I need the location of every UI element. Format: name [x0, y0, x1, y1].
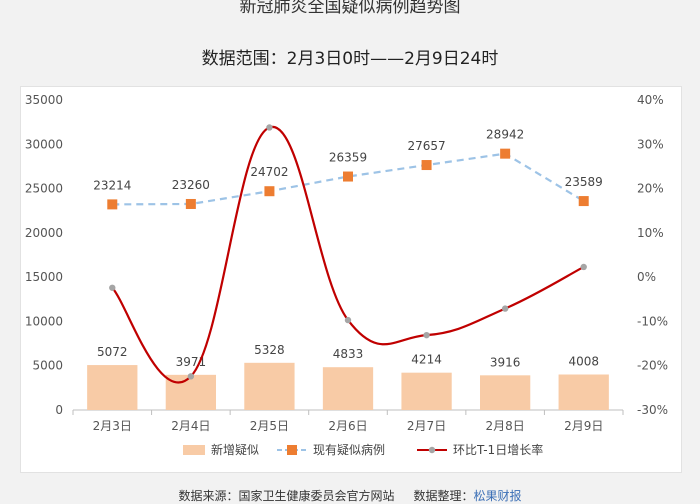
- growth-rate-point: [109, 284, 116, 291]
- existing-data-label: 23214: [93, 178, 131, 192]
- bar-new-suspected: [401, 372, 452, 410]
- footer: 数据来源：国家卫生健康委员会官方网站 数据整理：松果财报: [0, 487, 700, 504]
- y-right-tick-label: -20%: [637, 359, 668, 373]
- data-organizer-label: 数据整理：: [413, 489, 474, 503]
- existing-data-label: 27657: [407, 139, 445, 153]
- existing-data-label: 23260: [172, 178, 210, 192]
- bar-new-suspected: [87, 365, 138, 410]
- x-tick-label: 2月7日: [407, 419, 446, 433]
- bar-new-suspected: [165, 374, 216, 410]
- combo-chart: 0 5000 10000 15000 20000 25000 30000 35000 -30% -…: [25, 93, 668, 457]
- existing-suspected-point: [107, 199, 118, 210]
- y-left-tick-label: 30000: [25, 137, 63, 151]
- legend-label-new-suspected: 新增疑似: [211, 442, 259, 457]
- y-left-tick-label: 25000: [25, 182, 63, 196]
- y-right-tick-label: 20%: [637, 182, 664, 196]
- legend-label-existing: 现有疑似病例: [313, 442, 385, 457]
- x-tick-label: 2月3日: [93, 419, 132, 433]
- chart-subtitle: 数据范围：2月3日0时——2月9日24时: [201, 49, 499, 69]
- y-right-tick-label: 10%: [637, 226, 664, 240]
- existing-data-label: 23589: [565, 175, 603, 189]
- chart-title: 新冠肺炎全国疑似病例趋势图: [239, 0, 461, 17]
- growth-rate-point: [580, 263, 587, 271]
- bar-data-label: 3916: [490, 355, 521, 369]
- data-organizer-name: 松果财报: [473, 489, 522, 503]
- y-left-tick-label: 15000: [25, 270, 63, 284]
- y-left-tick-label: 35000: [25, 93, 63, 107]
- y-right-tick-label: -30%: [637, 403, 668, 417]
- bar-data-label: 5328: [254, 343, 285, 357]
- x-tick-label: 2月5日: [250, 419, 289, 433]
- y-right-tick-label: 30%: [637, 137, 664, 151]
- growth-rate-point: [187, 373, 195, 380]
- legend-swatch-new-suspected: [183, 445, 205, 455]
- bar-new-suspected: [558, 374, 609, 410]
- y-left-tick-label: 20000: [25, 226, 63, 240]
- x-tick-label: 2月6日: [328, 419, 367, 433]
- y-right-tick-label: 0%: [637, 270, 656, 284]
- line-growth-rate: [111, 126, 585, 384]
- existing-suspected-point: [264, 186, 275, 197]
- chart-panel: 0 5000 10000 15000 20000 25000 30000 35000 -30% -…: [20, 86, 682, 473]
- y-left-tick-label: 0: [55, 403, 63, 417]
- existing-suspected-point: [578, 196, 589, 207]
- existing-suspected-point: [500, 148, 511, 159]
- data-source: 数据来源：国家卫生健康委员会官方网站: [178, 489, 395, 503]
- x-tick-label: 2月8日: [486, 419, 525, 433]
- existing-data-label: 28942: [486, 128, 524, 142]
- y-right-tick-label: 40%: [637, 93, 664, 107]
- existing-data-label: 26359: [329, 151, 367, 165]
- bar-data-label: 4833: [333, 347, 364, 361]
- bar-data-label: 4008: [568, 355, 599, 369]
- bar-new-suspected: [480, 375, 531, 410]
- legend-marker-existing: [287, 445, 297, 455]
- y-right-tick-label: -10%: [637, 314, 668, 328]
- legend-marker-growth: [428, 446, 436, 454]
- existing-data-label: 24702: [250, 165, 288, 179]
- existing-suspected-point: [421, 160, 432, 171]
- existing-suspected-point: [343, 171, 353, 182]
- y-left-tick-label: 5000: [32, 359, 63, 373]
- bar-new-suspected: [322, 367, 374, 410]
- y-left-tick-label: 10000: [25, 314, 63, 328]
- x-tick-label: 2月9日: [564, 419, 603, 433]
- existing-suspected-point: [185, 198, 196, 209]
- growth-rate-point: [344, 316, 352, 324]
- legend-label-growth: 环比T-1日增长率: [453, 442, 543, 457]
- bar-data-label: 5072: [97, 345, 128, 359]
- growth-rate-point: [266, 124, 273, 131]
- growth-rate-point: [501, 305, 509, 312]
- x-tick-label: 2月4日: [171, 419, 210, 433]
- bar-new-suspected: [244, 362, 295, 410]
- growth-rate-point: [423, 331, 430, 339]
- bar-data-label: 4214: [411, 353, 442, 367]
